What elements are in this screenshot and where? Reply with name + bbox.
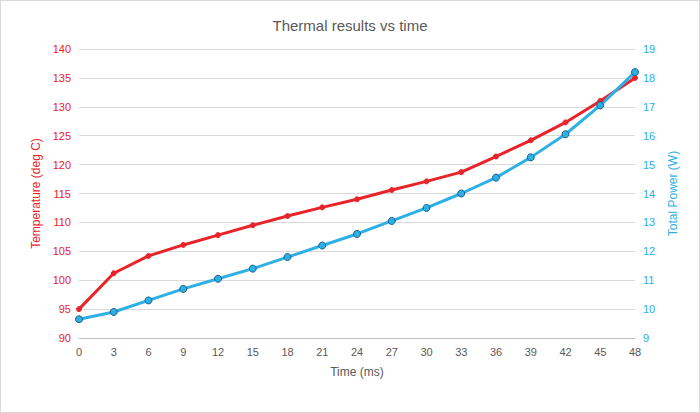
svg-text:24: 24 [351, 346, 363, 358]
svg-text:6: 6 [145, 346, 151, 358]
svg-text:9: 9 [180, 346, 186, 358]
svg-text:33: 33 [455, 346, 467, 358]
svg-text:Thermal results vs time: Thermal results vs time [272, 17, 427, 34]
svg-text:39: 39 [525, 346, 537, 358]
svg-text:120: 120 [53, 159, 71, 171]
svg-text:21: 21 [316, 346, 328, 358]
svg-text:17: 17 [643, 101, 655, 113]
svg-text:130: 130 [53, 101, 71, 113]
svg-text:Time (ms): Time (ms) [330, 365, 384, 379]
svg-text:11: 11 [643, 274, 654, 286]
svg-text:140: 140 [53, 43, 71, 55]
svg-text:19: 19 [643, 43, 655, 55]
svg-text:18: 18 [643, 72, 655, 84]
svg-text:9: 9 [643, 332, 649, 344]
svg-text:95: 95 [59, 303, 71, 315]
svg-text:48: 48 [629, 346, 641, 358]
svg-text:30: 30 [420, 346, 432, 358]
svg-text:42: 42 [559, 346, 571, 358]
svg-text:3: 3 [111, 346, 117, 358]
svg-text:12: 12 [643, 245, 655, 257]
svg-text:Temperature (deg C): Temperature (deg C) [29, 138, 43, 249]
svg-text:18: 18 [281, 346, 293, 358]
svg-text:115: 115 [53, 188, 71, 200]
svg-text:15: 15 [643, 159, 655, 171]
svg-text:135: 135 [53, 72, 71, 84]
svg-text:Total Power (W): Total Power (W) [666, 151, 680, 236]
svg-text:105: 105 [53, 245, 71, 257]
svg-text:45: 45 [594, 346, 606, 358]
svg-text:90: 90 [59, 332, 71, 344]
svg-text:10: 10 [643, 303, 655, 315]
svg-text:100: 100 [53, 274, 71, 286]
svg-text:110: 110 [53, 216, 71, 228]
svg-text:13: 13 [643, 216, 655, 228]
svg-text:16: 16 [643, 130, 655, 142]
svg-text:15: 15 [247, 346, 259, 358]
svg-text:12: 12 [212, 346, 224, 358]
svg-text:14: 14 [643, 188, 655, 200]
svg-text:36: 36 [490, 346, 502, 358]
svg-text:27: 27 [386, 346, 398, 358]
svg-text:0: 0 [76, 346, 82, 358]
svg-text:125: 125 [53, 130, 71, 142]
